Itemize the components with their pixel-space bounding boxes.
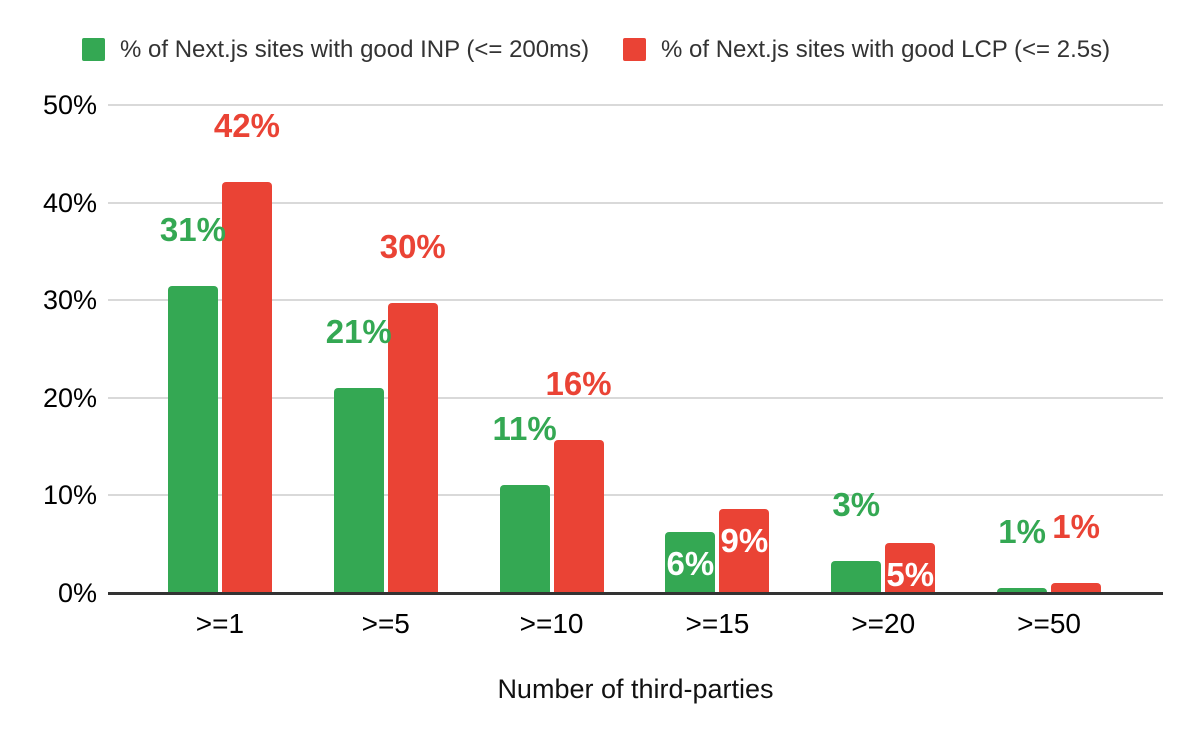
- data-label: 1%: [998, 513, 1046, 551]
- data-label: 6%: [666, 545, 715, 583]
- bar-inp: [499, 484, 550, 593]
- y-tick-label: 10%: [42, 480, 97, 511]
- gridline: [108, 104, 1163, 106]
- y-tick-label: 50%: [42, 90, 97, 120]
- legend-label-lcp: % of Next.js sites with good LCP (<= 2.5…: [661, 35, 1111, 63]
- y-tick-label: 40%: [42, 187, 97, 218]
- bar-inp: [997, 588, 1048, 593]
- bar-lcp: [1051, 583, 1102, 593]
- gridline: [108, 201, 1163, 204]
- bar-inp: [167, 285, 218, 593]
- data-label: 16%: [545, 364, 612, 402]
- y-tick-label: 30%: [42, 285, 97, 316]
- x-tick-label: >=10: [519, 608, 584, 639]
- bar-inp: [665, 532, 716, 593]
- x-tick-label: >=15: [685, 608, 750, 639]
- data-label: 31%: [159, 210, 226, 248]
- gridline: [108, 396, 1163, 399]
- legend-item-inp: % of Next.js sites with good INP (<= 200…: [82, 36, 589, 63]
- legend-swatch-red: [623, 38, 646, 61]
- data-label: 42%: [213, 107, 280, 145]
- y-tick-label: 0%: [57, 578, 97, 608]
- gridline: [108, 299, 1163, 302]
- data-label: 5%: [886, 556, 935, 594]
- bar-inp: [333, 388, 384, 593]
- bar-lcp: [221, 182, 272, 593]
- x-axis-line: [108, 591, 1163, 595]
- bar-inp: [831, 560, 882, 593]
- legend-label-inp: % of Next.js sites with good INP (<= 200…: [120, 35, 590, 63]
- bar-lcp: [719, 509, 770, 593]
- legend-swatch-green: [82, 38, 105, 61]
- bar-lcp: [387, 303, 438, 593]
- data-label: 3%: [832, 485, 881, 523]
- data-label: 21%: [325, 313, 392, 351]
- data-label: 9%: [720, 522, 769, 560]
- data-label: 11%: [492, 409, 557, 447]
- x-tick-label: >=1: [195, 608, 245, 639]
- x-axis-title: Number of third-parties: [497, 674, 774, 704]
- bar-lcp: [885, 543, 936, 593]
- x-tick-label: >=5: [361, 608, 410, 639]
- y-tick-label: 20%: [42, 382, 97, 413]
- data-label: 30%: [379, 228, 446, 266]
- x-tick-label: >=50: [1017, 608, 1081, 639]
- gridline: [108, 494, 1163, 497]
- bar-lcp: [553, 439, 604, 593]
- x-tick-label: >=20: [851, 608, 916, 639]
- legend-item-lcp: % of Next.js sites with good LCP (<= 2.5…: [623, 36, 1110, 63]
- data-label: 1%: [1052, 508, 1100, 546]
